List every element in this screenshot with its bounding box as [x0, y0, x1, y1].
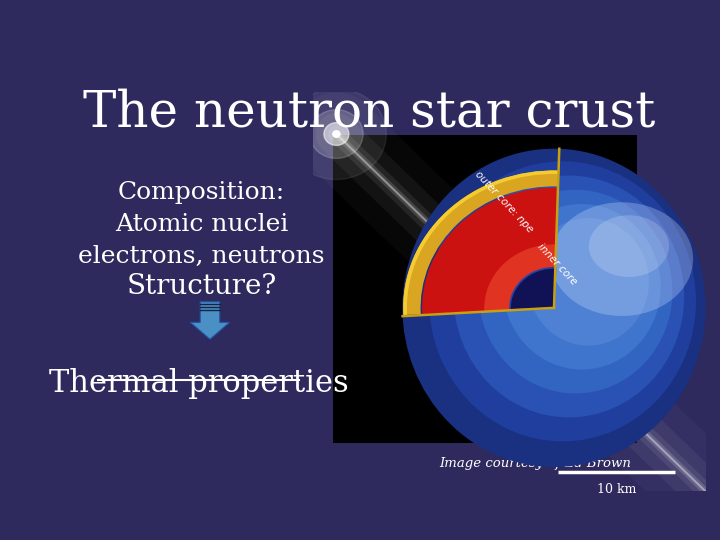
- Text: Composition:
Atomic nuclei
electrons, neutrons: Composition: Atomic nuclei electrons, ne…: [78, 181, 325, 268]
- Circle shape: [310, 110, 363, 158]
- Ellipse shape: [429, 161, 696, 441]
- Text: The neutron star crust: The neutron star crust: [83, 87, 655, 137]
- Text: inner core: inner core: [536, 241, 579, 287]
- Circle shape: [287, 89, 387, 179]
- Wedge shape: [510, 268, 556, 310]
- Circle shape: [333, 131, 340, 137]
- Wedge shape: [485, 244, 557, 311]
- FancyArrow shape: [190, 302, 230, 339]
- Circle shape: [324, 123, 349, 145]
- Ellipse shape: [503, 204, 661, 369]
- Ellipse shape: [402, 148, 706, 467]
- Wedge shape: [403, 171, 559, 315]
- Ellipse shape: [550, 202, 693, 316]
- Wedge shape: [422, 188, 559, 314]
- Text: Structure?: Structure?: [127, 273, 276, 300]
- Text: Thermal properties: Thermal properties: [49, 368, 348, 400]
- Bar: [333, 136, 636, 443]
- Text: outer core: npe: outer core: npe: [473, 170, 535, 235]
- Ellipse shape: [589, 215, 669, 277]
- Text: 10 km: 10 km: [597, 483, 636, 496]
- Wedge shape: [403, 171, 559, 315]
- Ellipse shape: [454, 176, 684, 417]
- Ellipse shape: [528, 218, 649, 346]
- Text: Image courtesy of Ed Brown: Image courtesy of Ed Brown: [439, 457, 631, 470]
- Ellipse shape: [478, 190, 672, 394]
